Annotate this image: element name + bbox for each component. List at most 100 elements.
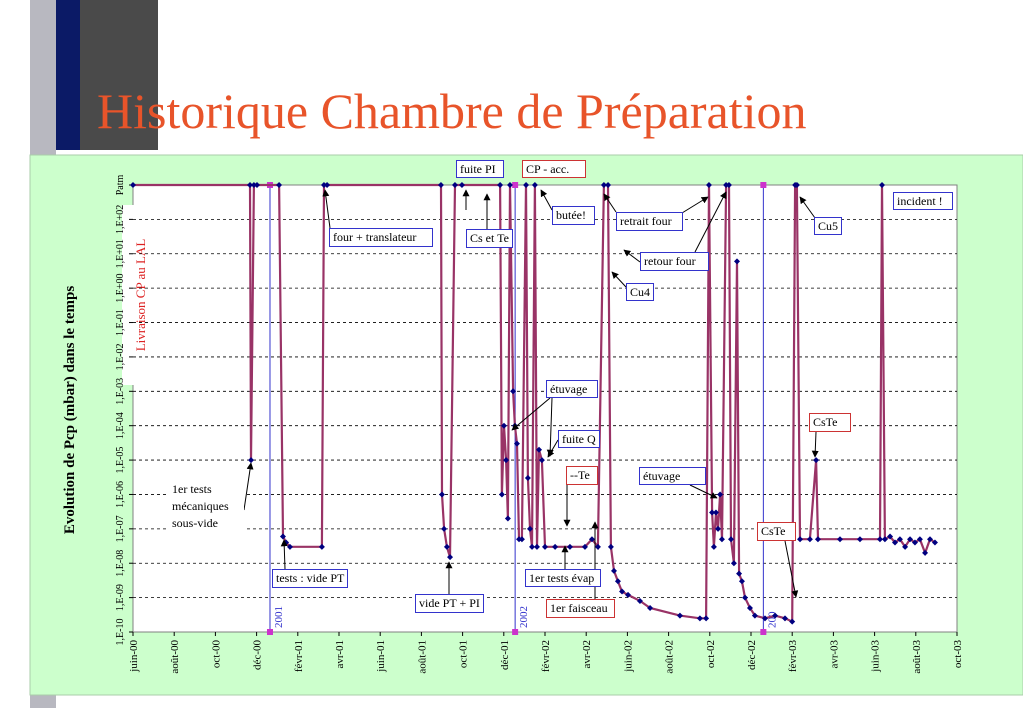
- data-point: [611, 567, 618, 574]
- data-point: [614, 578, 621, 585]
- year-square: [760, 182, 767, 188]
- data-point: [927, 536, 934, 543]
- data-point: [458, 182, 465, 188]
- annotation: fuite Q: [558, 430, 600, 448]
- y-tick-label: 1,E-02: [115, 343, 126, 370]
- data-point: [441, 525, 448, 532]
- data-point: [542, 543, 548, 550]
- x-tick-label: août-00: [169, 640, 181, 674]
- annotation: CP - acc.: [522, 160, 586, 178]
- y-tick-label: 1,E-03: [115, 378, 126, 405]
- x-tick-label: juin-03: [870, 640, 882, 673]
- data-point: [772, 612, 779, 619]
- annotation: retrait four: [616, 212, 683, 231]
- data-point: [523, 182, 530, 188]
- x-tick-label: févr-03: [787, 640, 799, 673]
- annotation: étuvage: [639, 467, 706, 485]
- year-label: 2002: [518, 606, 530, 628]
- data-point: [538, 457, 545, 464]
- annotation: 1er faisceau: [546, 599, 615, 618]
- data-point: [746, 604, 753, 611]
- data-point: [552, 543, 559, 550]
- data-point: [738, 578, 745, 585]
- x-tick-label: oct-03: [952, 640, 964, 669]
- year-square: [266, 629, 273, 635]
- data-point: [605, 182, 612, 188]
- data-point: [725, 182, 732, 188]
- annotation-arrow: [603, 193, 617, 213]
- data-point: [619, 588, 626, 595]
- data-point: [531, 182, 538, 188]
- data-point: [879, 182, 886, 188]
- x-tick-label: avr-02: [581, 640, 593, 669]
- data-point: [503, 457, 510, 464]
- y-tick-label: 1,E-09: [115, 584, 126, 611]
- annotation-arrow: [784, 540, 799, 598]
- data-point: [443, 543, 450, 550]
- data-point: [513, 440, 520, 447]
- data-point: [247, 182, 254, 188]
- data-point: [836, 536, 843, 543]
- data-point: [856, 536, 863, 543]
- x-tick-label: oct-02: [705, 640, 717, 668]
- annotation-arrow: [799, 196, 816, 219]
- data-point: [916, 536, 923, 543]
- data-point: [320, 182, 327, 188]
- data-point: [902, 543, 909, 550]
- y-tick-label: 1,E+02: [115, 205, 126, 234]
- data-point: [931, 539, 938, 546]
- y-tick-label: 1,E-08: [115, 550, 126, 577]
- data-point: [793, 182, 800, 188]
- data-point: [710, 543, 717, 550]
- annotation: étuvage: [546, 380, 598, 398]
- data-point: [876, 536, 883, 543]
- annotation: fuite PI: [456, 160, 504, 178]
- x-tick-label: juin-01: [375, 640, 387, 673]
- annotation-arrow: [611, 271, 627, 288]
- year-square: [512, 182, 519, 188]
- y-tick-label: 1,E-07: [115, 515, 126, 542]
- annotation: 1er tests évap: [525, 569, 601, 587]
- annotation-arrow: [546, 397, 554, 457]
- y-tick-label: 1,E-10: [115, 619, 126, 646]
- data-point: [506, 182, 513, 188]
- data-point: [891, 539, 898, 546]
- data-point: [588, 536, 595, 543]
- data-point: [696, 615, 703, 622]
- annotation: four + translateur: [329, 228, 433, 247]
- data-point: [250, 182, 257, 188]
- data-point: [797, 536, 804, 543]
- data-point: [742, 594, 749, 601]
- x-tick-label: oct-00: [210, 640, 222, 669]
- data-point: [504, 515, 511, 522]
- annotation-arrow: [689, 484, 718, 499]
- data-point: [510, 388, 517, 395]
- annotation: Cu4: [626, 283, 655, 301]
- data-point: [896, 536, 903, 543]
- x-tick-label: avr-01: [334, 640, 346, 669]
- data-point: [498, 491, 505, 498]
- data-point: [600, 182, 607, 188]
- year-label: 2001: [273, 606, 285, 628]
- data-point: [581, 543, 588, 550]
- annotation: tests : vide PT: [272, 569, 349, 588]
- annotation: incident !: [893, 192, 953, 210]
- data-point: [789, 618, 796, 625]
- data-point: [529, 543, 536, 550]
- data-point: [451, 182, 458, 188]
- annotation: vide PT + PI: [415, 594, 484, 613]
- annotation-arrow: [280, 539, 288, 570]
- data-point: [717, 491, 724, 498]
- year-square: [512, 629, 519, 635]
- series-line: [133, 183, 936, 624]
- x-tick-label: août-03: [911, 640, 923, 674]
- annotation: CsTe: [809, 413, 851, 432]
- data-point: [922, 549, 929, 556]
- side-note-box: [122, 205, 160, 385]
- data-point: [911, 539, 918, 546]
- data-point: [718, 536, 725, 543]
- data-point: [276, 182, 283, 188]
- annotation-arrow: [623, 249, 641, 263]
- data-point: [730, 560, 737, 567]
